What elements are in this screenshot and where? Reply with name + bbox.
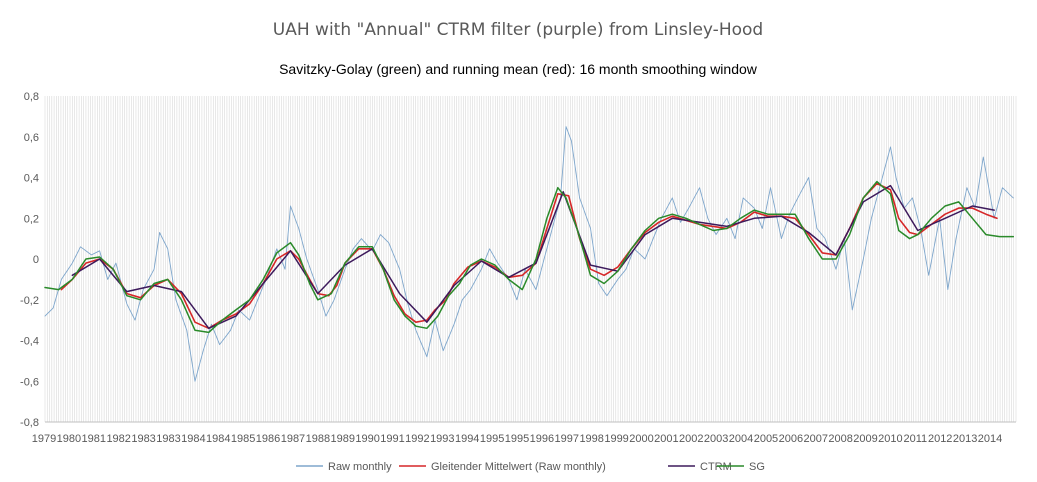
x-tick-label: 1983 xyxy=(156,433,180,445)
legend-label: CTRM xyxy=(700,461,732,473)
y-tick-label: -0,2 xyxy=(20,295,39,307)
legend: Raw monthly Gleitender Mittelwert (Raw mo… xyxy=(296,461,765,473)
y-tick-label: 0,8 xyxy=(24,91,39,103)
y-tick-label: -0,6 xyxy=(20,376,39,388)
x-tick-label: 1985 xyxy=(231,433,255,445)
x-tick-label: 1995 xyxy=(480,433,504,445)
x-tick-label: 1997 xyxy=(555,433,579,445)
chart-subtitle: Savitzky-Golay (green) and running mean … xyxy=(279,61,758,77)
x-axis: 1979 1980 1981 1982 1983 1983 1984 1984 1985 1986… xyxy=(32,433,1002,445)
legend-label: Raw monthly xyxy=(328,461,392,473)
x-tick-label: 1984 xyxy=(206,433,230,445)
legend-label: SG xyxy=(749,461,765,473)
x-tick-label: 1979 xyxy=(32,433,56,445)
vertical-gridlines xyxy=(44,96,1017,423)
x-tick-label: 2009 xyxy=(853,433,877,445)
x-tick-label: 1999 xyxy=(604,433,628,445)
x-tick-label: 2004 xyxy=(729,433,753,445)
x-tick-label: 1990 xyxy=(355,433,379,445)
x-tick-label: 1991 xyxy=(380,433,404,445)
x-tick-label: 1981 xyxy=(82,433,106,445)
x-tick-label: 2008 xyxy=(828,433,852,445)
x-tick-label: 1996 xyxy=(530,433,554,445)
x-tick-label: 2007 xyxy=(803,433,827,445)
legend-label: Gleitender Mittelwert (Raw monthly) xyxy=(431,461,606,473)
x-tick-label: 1998 xyxy=(579,433,603,445)
y-tick-label: 0,6 xyxy=(24,132,39,144)
x-tick-label: 2005 xyxy=(754,433,778,445)
x-tick-label: 2014 xyxy=(978,433,1002,445)
x-tick-label: 1987 xyxy=(281,433,305,445)
x-tick-label: 2000 xyxy=(629,433,653,445)
series-line-ctrm xyxy=(71,184,995,330)
x-tick-label: 2002 xyxy=(679,433,703,445)
x-tick-label: 2013 xyxy=(953,433,977,445)
x-tick-label: 1984 xyxy=(181,433,205,445)
x-tick-label: 2006 xyxy=(779,433,803,445)
x-tick-label: 1989 xyxy=(330,433,354,445)
y-tick-label: 0 xyxy=(33,254,39,266)
x-tick-label: 2003 xyxy=(704,433,728,445)
x-tick-label: 2012 xyxy=(928,433,952,445)
y-tick-label: -0,4 xyxy=(20,336,39,348)
x-tick-label: 1980 xyxy=(57,433,81,445)
x-tick-label: 1986 xyxy=(256,433,280,445)
x-tick-label: 1988 xyxy=(306,433,330,445)
series-line-sg xyxy=(44,180,1015,334)
y-tick-label: 0,4 xyxy=(24,173,39,185)
x-tick-label: 1992 xyxy=(405,433,429,445)
x-tick-label: 1982 xyxy=(106,433,130,445)
x-tick-label: 2010 xyxy=(878,433,902,445)
series-line-raw-monthly xyxy=(44,126,1014,382)
x-tick-label: 2011 xyxy=(903,433,927,445)
x-tick-label: 1983 xyxy=(131,433,155,445)
chart-title: UAH with "Annual" CTRM filter (purple) f… xyxy=(273,20,763,40)
x-tick-label: 1993 xyxy=(430,433,454,445)
x-tick-label: 2001 xyxy=(654,433,678,445)
x-tick-label: 1995 xyxy=(505,433,529,445)
y-axis: -0,8 -0,6 -0,4 -0,2 0 0,2 0,4 0,6 0,8 xyxy=(20,91,39,429)
y-tick-label: 0,2 xyxy=(24,213,39,225)
x-tick-label: 1994 xyxy=(455,433,479,445)
series-group xyxy=(44,126,1015,382)
y-tick-label: -0,8 xyxy=(20,417,39,429)
